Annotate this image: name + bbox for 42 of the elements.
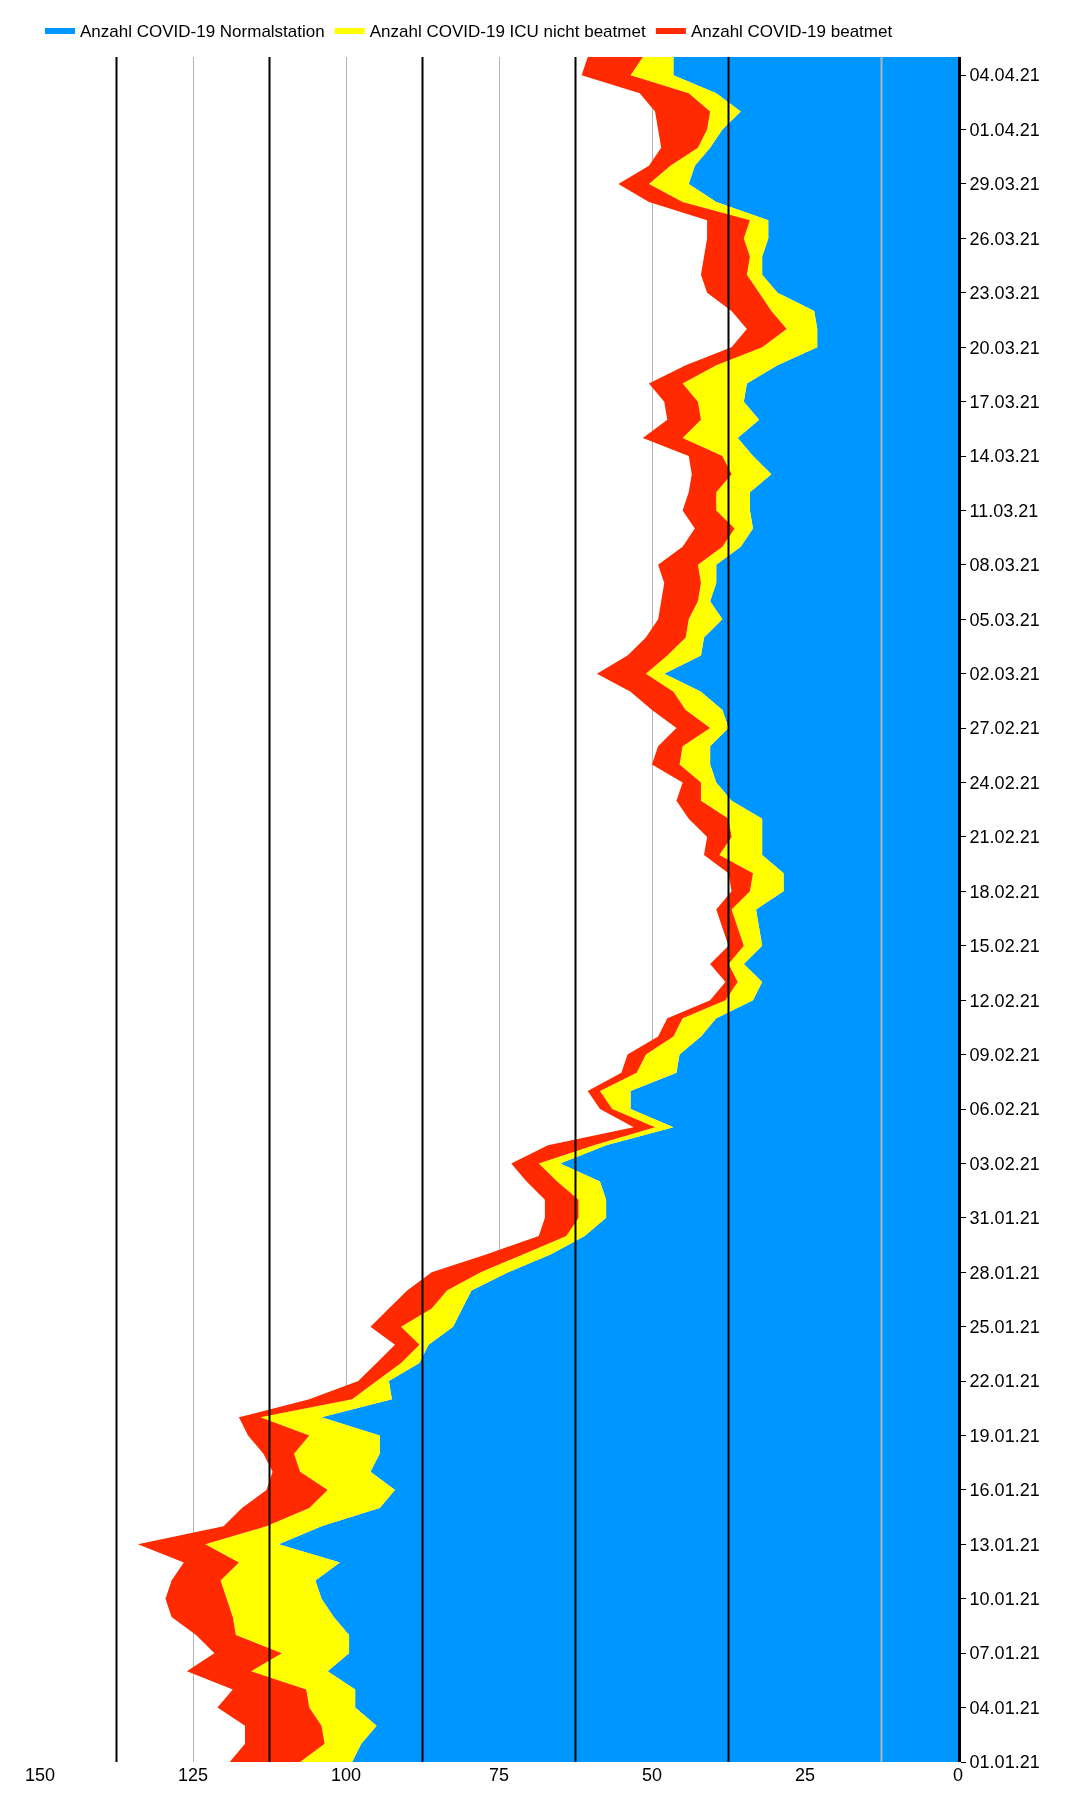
x-tick-label: 25 <box>794 1765 816 1785</box>
y-tick-label: 04.04.21 <box>969 65 1040 86</box>
x-tick-label: 125 <box>177 1765 209 1785</box>
y-tick-label: 28.01.21 <box>969 1262 1040 1283</box>
legend-label: Anzahl COVID-19 beatmet <box>690 21 893 41</box>
y-tick-label: 09.02.21 <box>969 1044 1040 1065</box>
y-tick-label: 07.01.21 <box>969 1643 1040 1664</box>
y-tick-label: 06.02.21 <box>969 1099 1040 1120</box>
y-tick-label: 12.02.21 <box>969 990 1040 1011</box>
y-tick-label: 16.01.21 <box>969 1480 1040 1501</box>
y-tick-label: 14.03.21 <box>969 446 1040 467</box>
y-tick-label: 24.02.21 <box>969 772 1040 793</box>
y-tick-label: 27.02.21 <box>969 718 1040 739</box>
y-tick-label: 19.01.21 <box>969 1425 1040 1446</box>
y-tick-label: 04.01.21 <box>969 1697 1040 1718</box>
y-tick-label: 22.01.21 <box>969 1371 1040 1392</box>
y-tick-label: 02.03.21 <box>969 664 1040 684</box>
y-tick-label: 21.02.21 <box>969 827 1040 848</box>
x-tick-label: 0 <box>952 1765 964 1785</box>
y-tick-label: 03.02.21 <box>969 1153 1040 1174</box>
y-tick-label: 11.03.21 <box>969 500 1039 521</box>
y-tick-label: 13.01.21 <box>969 1534 1040 1555</box>
x-tick-label: 75 <box>488 1765 510 1785</box>
y-tick-label: 23.03.21 <box>969 283 1040 304</box>
x-tick-label: 150 <box>24 1765 56 1785</box>
y-tick-label: 01.01.21 <box>969 1752 1040 1773</box>
y-tick-label: 20.03.21 <box>969 337 1040 358</box>
y-tick-label: 31.01.21 <box>969 1208 1040 1229</box>
x-tick-label: 50 <box>641 1765 663 1785</box>
y-tick-label: 18.02.21 <box>969 881 1040 902</box>
x-tick-label: 100 <box>330 1765 362 1785</box>
y-tick-label: 17.03.21 <box>969 391 1040 412</box>
y-tick-label: 01.04.21 <box>969 119 1040 140</box>
y-tick-label: 29.03.21 <box>969 174 1040 195</box>
y-tick-label: 15.02.21 <box>969 936 1040 957</box>
y-tick-label: 05.03.21 <box>969 609 1040 630</box>
legend-label: Anzahl COVID-19 Normalstation <box>80 21 325 41</box>
y-tick-label: 10.01.21 <box>969 1589 1040 1610</box>
y-tick-label: 25.01.21 <box>969 1316 1040 1337</box>
y-tick-label: 26.03.21 <box>969 228 1040 249</box>
y-tick-label: 08.03.21 <box>969 555 1040 576</box>
legend-label: Anzahl COVID-19 ICU nicht beatmet <box>369 21 646 41</box>
